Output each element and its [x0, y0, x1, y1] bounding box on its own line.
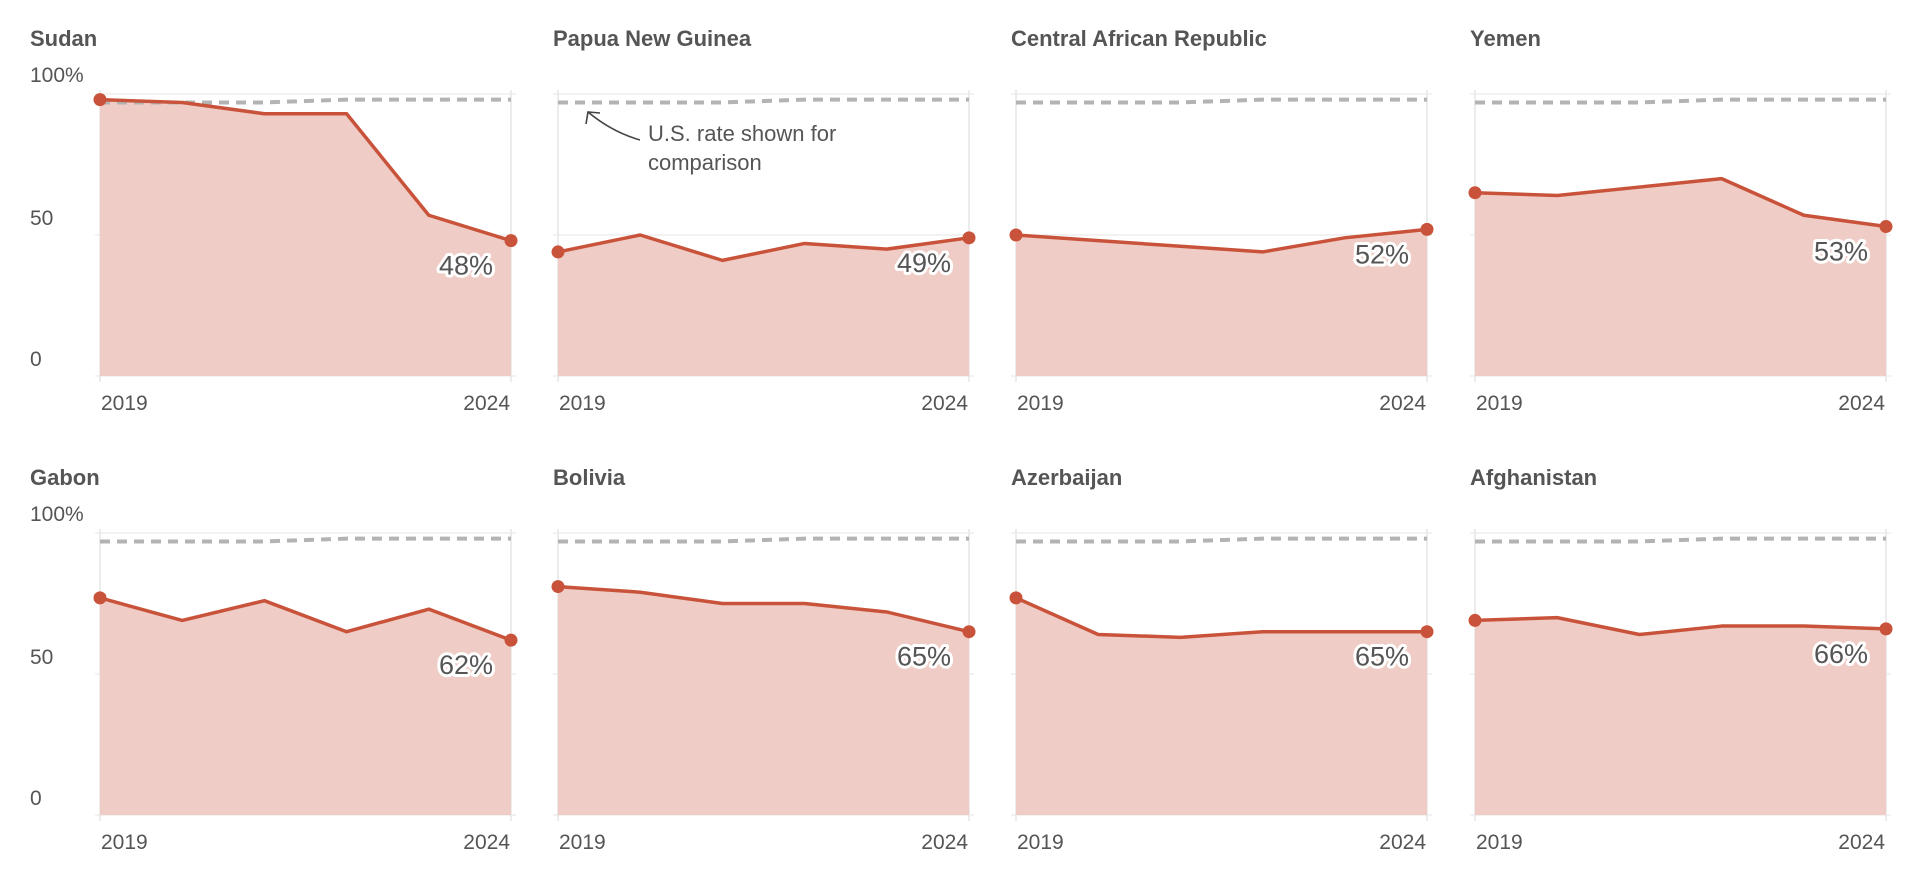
- panel-title: Yemen: [1470, 26, 1541, 51]
- series-point: [1420, 625, 1434, 639]
- x-tick-label: 2019: [559, 392, 606, 415]
- series-line: [557, 584, 970, 634]
- panel: 65% 2019 2024: [1009, 529, 1434, 854]
- x-tick-label: 2024: [921, 831, 968, 854]
- x-tick-label: 2024: [463, 392, 510, 415]
- panel-title: Afghanistan: [1470, 465, 1598, 490]
- x-tick-label: 2019: [1476, 392, 1523, 415]
- series-area: [558, 586, 969, 815]
- end-value-label: 53%: [1814, 237, 1868, 267]
- y-tick-label: 0: [30, 348, 42, 371]
- arrowhead-icon: [585, 111, 601, 125]
- series-line: [1474, 615, 1887, 637]
- y-tick-label: 100%: [30, 64, 84, 87]
- series-area: [1016, 597, 1427, 815]
- series-point: [504, 633, 518, 647]
- x-tick-label: 2024: [1838, 831, 1885, 854]
- series-area: [1475, 617, 1886, 815]
- panel: 65% 2019 2024: [551, 529, 976, 854]
- panel: 52% 2019 2024: [1009, 90, 1434, 415]
- reference-line: [1475, 536, 1886, 544]
- panel: 0 50 100% 48% 2019 2024: [30, 64, 518, 415]
- panel-title: Sudan: [30, 26, 98, 51]
- series-line: [1474, 176, 1887, 229]
- annotation-text: U.S. rate shown for: [648, 121, 836, 146]
- panel-title: Papua New Guinea: [553, 26, 752, 51]
- series-line: [99, 97, 512, 243]
- series-point: [551, 580, 565, 594]
- reference-line: [1475, 97, 1886, 105]
- series-point: [962, 625, 976, 639]
- series-point: [962, 231, 976, 245]
- panel: 49% 2019 2024 U.S. rate shown for comparison: [551, 90, 976, 415]
- series-area: [558, 235, 969, 376]
- annotation-arrow: [587, 111, 641, 141]
- x-tick-label: 2024: [463, 831, 510, 854]
- x-tick-label: 2024: [1838, 392, 1885, 415]
- y-tick-label: 50: [30, 207, 53, 230]
- reference-line: [1016, 97, 1427, 105]
- annotation-text: comparison: [648, 150, 762, 175]
- end-value-label: 52%: [1355, 239, 1409, 269]
- series-point: [93, 591, 107, 605]
- x-tick-label: 2019: [101, 392, 148, 415]
- end-value-label: 65%: [897, 642, 951, 672]
- x-tick-label: 2024: [921, 392, 968, 415]
- reference-line: [558, 536, 969, 544]
- x-tick-label: 2019: [1476, 831, 1523, 854]
- series-point: [551, 245, 565, 259]
- reference-line: [100, 536, 511, 544]
- series-area: [1475, 178, 1886, 376]
- series-point: [1468, 613, 1482, 627]
- series-point: [1009, 228, 1023, 242]
- x-tick-label: 2019: [1017, 392, 1064, 415]
- series-point: [1879, 220, 1893, 234]
- panel: 66% 2019 2024: [1468, 529, 1893, 854]
- panel-title: Gabon: [30, 465, 100, 490]
- end-value-label: 62%: [439, 650, 493, 680]
- x-tick-label: 2019: [1017, 831, 1064, 854]
- series-point: [1420, 222, 1434, 236]
- panel-title: Azerbaijan: [1011, 465, 1123, 490]
- panel: 53% 2019 2024: [1468, 90, 1893, 415]
- series-point: [1468, 186, 1482, 200]
- series-point: [504, 234, 518, 248]
- annotation: U.S. rate shown for comparison: [585, 111, 836, 175]
- reference-line: [1016, 536, 1427, 544]
- x-tick-label: 2019: [559, 831, 606, 854]
- end-value-label: 49%: [897, 248, 951, 278]
- y-tick-label: 100%: [30, 503, 84, 526]
- y-tick-label: 50: [30, 646, 53, 669]
- series-point: [1009, 591, 1023, 605]
- series-point: [1879, 622, 1893, 636]
- series-area: [100, 99, 511, 376]
- panel-title: Bolivia: [553, 465, 626, 490]
- x-tick-label: 2024: [1379, 392, 1426, 415]
- end-value-label: 66%: [1814, 639, 1868, 669]
- panel: 0 50 100% 62% 2019 2024: [30, 503, 518, 854]
- x-tick-label: 2019: [101, 831, 148, 854]
- series-point: [93, 93, 107, 107]
- end-value-label: 65%: [1355, 642, 1409, 672]
- series-area: [100, 597, 511, 815]
- series-line: [1015, 227, 1428, 254]
- series-line: [557, 233, 970, 263]
- series-line: [99, 596, 512, 642]
- y-tick-label: 0: [30, 787, 42, 810]
- reference-line: [558, 97, 969, 105]
- end-value-label: 48%: [439, 251, 493, 281]
- x-tick-label: 2024: [1379, 831, 1426, 854]
- series-area: [1016, 229, 1427, 376]
- panel-title: Central African Republic: [1011, 26, 1267, 51]
- series-line: [1015, 596, 1427, 640]
